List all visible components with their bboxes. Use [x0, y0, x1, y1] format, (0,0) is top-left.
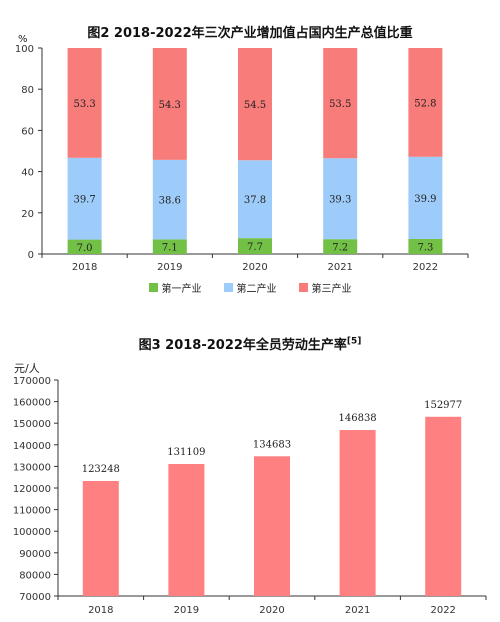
chart1-y-tick-label: 100	[15, 44, 34, 55]
chart1-data-label: 53.3	[73, 99, 95, 110]
chart1-data-label: 53.5	[329, 99, 351, 110]
chart1-data-label: 39.3	[329, 195, 351, 206]
chart1-plot: 0 20 40 60 80 100 2018 7.0 39.7 53.3 2019 7.1 38.6 5…	[15, 44, 469, 273]
chart2-y-tick-label: 160000	[13, 398, 51, 409]
chart1-bar-segment	[67, 157, 102, 240]
chart2-x-tick-label: 2018	[88, 605, 113, 616]
chart1-y-tick-label: 20	[21, 209, 34, 220]
chart2-x-tick-label: 2021	[345, 605, 370, 616]
chart1-legend: 第一产业 第二产业 第三产业	[0, 280, 500, 295]
chart1-x-tick-label: 2019	[157, 262, 182, 273]
chart1-unit-label: %	[18, 34, 28, 45]
chart1-bar-segment	[238, 238, 272, 254]
chart2-unit-label: 元/人	[14, 362, 40, 375]
chart1-x-tick-label: 2020	[242, 262, 267, 273]
chart2-data-label: 146838	[339, 413, 377, 424]
chart2-bar	[339, 430, 376, 596]
chart1-data-label: 52.8	[414, 98, 436, 109]
chart1-bar-segment	[67, 239, 102, 254]
chart1-bar-segment	[408, 238, 443, 254]
legend-swatch-primary	[148, 283, 158, 292]
chart2-y-tick-label: 110000	[13, 506, 51, 517]
chart1-data-label: 7.2	[332, 243, 348, 254]
chart1-y-tick-label: 40	[21, 168, 34, 179]
chart2-y-tick-label: 130000	[13, 462, 51, 473]
chart1-bar-segment	[152, 48, 187, 160]
chart1-y-tick-label: 0	[28, 250, 34, 261]
chart2-y-tick-label: 170000	[13, 376, 51, 387]
chart2-title: 图3 2018-2022年全员劳动生产率[5]	[0, 334, 500, 353]
chart1-x-tick-label: 2022	[413, 262, 438, 273]
chart1-data-label: 37.8	[244, 195, 266, 206]
legend-swatch-secondary	[223, 283, 233, 292]
legend-label-tertiary: 第三产业	[311, 284, 352, 295]
chart1-bar-segment	[408, 156, 443, 239]
chart1-x-tick-label: 2018	[72, 262, 97, 273]
chart2-x-tick-label: 2022	[430, 605, 455, 616]
chart1-data-label: 7.3	[417, 242, 433, 253]
chart1-bar-segment	[408, 48, 443, 157]
chart1-y-tick-label: 80	[21, 85, 34, 96]
chart2-x-tick-label: 2019	[174, 605, 199, 616]
chart1-bar-segment	[152, 159, 187, 240]
chart2-title-footnote: [5]	[346, 336, 362, 347]
chart1-bar-segment	[67, 48, 102, 158]
chart2-y-tick-label: 90000	[19, 549, 51, 560]
chart1-data-label: 38.6	[159, 196, 181, 207]
legend-swatch-tertiary	[298, 283, 308, 292]
chart1-data-label: 7.0	[77, 243, 93, 254]
chart2-bar	[168, 464, 205, 596]
legend-item-primary: 第一产业	[148, 280, 202, 295]
chart1-title: 图2 2018-2022年三次产业增加值占国内生产总值比重	[87, 26, 413, 41]
chart2-data-label: 131109	[167, 447, 205, 458]
chart2-y-tick-label: 120000	[13, 484, 51, 495]
legend-item-tertiary: 第三产业	[298, 280, 352, 295]
chart2-y-tick-label: 100000	[13, 527, 51, 538]
chart1-bar-segment	[323, 239, 358, 254]
chart1-data-label: 7.1	[162, 243, 178, 254]
chart2-data-label: 152977	[424, 400, 462, 411]
legend-label-secondary: 第二产业	[236, 284, 277, 295]
chart1-data-label: 39.7	[73, 195, 95, 206]
chart1-data-label: 7.7	[247, 242, 263, 253]
chart2-title-text: 图3 2018-2022年全员劳动生产率	[138, 338, 347, 353]
chart1-data-label: 39.9	[414, 194, 436, 205]
chart2-bar	[425, 416, 462, 596]
chart2-y-tick-label: 150000	[13, 419, 51, 430]
chart1-x-tick-label: 2021	[327, 262, 352, 273]
chart1-data-label: 54.3	[159, 100, 181, 111]
chart1-y-tick-label: 60	[21, 126, 34, 137]
chart1-bar-segment	[323, 48, 358, 159]
chart2-data-label: 134683	[253, 439, 291, 450]
legend-label-primary: 第一产业	[161, 284, 202, 295]
chart1-bar-segment	[238, 160, 272, 239]
legend-item-secondary: 第二产业	[223, 280, 277, 295]
chart1-bar-segment	[238, 48, 272, 161]
chart2-x-tick-label: 2020	[259, 605, 284, 616]
chart2-bar	[82, 480, 119, 596]
chart2-y-tick-label: 70000	[19, 592, 51, 603]
chart1-bar-segment	[323, 158, 358, 240]
chart1-bar-segment	[152, 239, 187, 254]
chart2-y-tick-label: 80000	[19, 570, 51, 581]
chart2-y-tick-label: 140000	[13, 441, 51, 452]
chart1-data-label: 54.5	[244, 100, 266, 111]
chart2-bar	[254, 456, 290, 596]
chart2-data-label: 123248	[82, 464, 120, 475]
